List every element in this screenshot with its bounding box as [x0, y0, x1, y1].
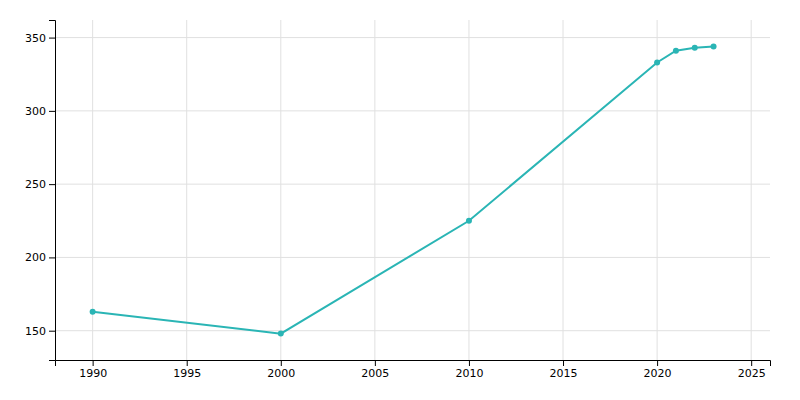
- grid-line: [563, 20, 564, 360]
- tick-label: 2020: [644, 367, 672, 380]
- tick-mark: [751, 360, 752, 366]
- tick-mark: [49, 331, 55, 332]
- grid-line: [280, 20, 281, 360]
- tick-mark: [375, 360, 376, 366]
- grid-line: [657, 20, 658, 360]
- tick-label: 2000: [267, 367, 295, 380]
- tick-label: 250: [25, 178, 46, 191]
- tick: 2000: [267, 360, 295, 380]
- grid-line: [55, 110, 770, 111]
- grid-line: [468, 20, 469, 360]
- tick-label: 2025: [738, 367, 766, 380]
- marks: [90, 43, 717, 336]
- tick-label: 1990: [79, 367, 107, 380]
- tick-label: 2015: [550, 367, 578, 380]
- axis-line: [56, 361, 771, 367]
- chart: 1990 1995 2000 2005 2010 2015 2020 2025 150 200 25…: [0, 0, 800, 400]
- y-axis: 150 200 250 300 350: [25, 21, 56, 361]
- tick-label: 350: [25, 32, 46, 45]
- axis-line: [49, 21, 56, 361]
- x-axis: 1990 1995 2000 2005 2010 2015 2020 2025: [56, 360, 771, 380]
- point: [711, 43, 717, 49]
- tick-mark: [657, 360, 658, 366]
- tick: 2010: [455, 360, 483, 380]
- tick: 1995: [173, 360, 201, 380]
- tick: 350: [25, 32, 55, 45]
- grid-line: [374, 20, 375, 360]
- tick: 300: [25, 105, 55, 118]
- line: [93, 46, 714, 333]
- point: [278, 331, 284, 337]
- grid-line: [186, 20, 187, 360]
- tick: 250: [25, 178, 55, 191]
- point: [466, 218, 472, 224]
- tick-label: 1995: [173, 367, 201, 380]
- tick-label: 300: [25, 105, 46, 118]
- tick: 2025: [738, 360, 766, 380]
- tick-mark: [49, 38, 55, 39]
- tick: 150: [25, 325, 55, 338]
- point: [692, 45, 698, 51]
- tick: 2020: [644, 360, 672, 380]
- tick: 2015: [550, 360, 578, 380]
- point: [654, 60, 660, 66]
- grid-line: [55, 257, 770, 258]
- tick: 2005: [361, 360, 389, 380]
- tick-mark: [563, 360, 564, 366]
- tick-mark: [187, 360, 188, 366]
- tick-mark: [469, 360, 470, 366]
- tick: 200: [25, 251, 55, 264]
- point: [90, 309, 96, 315]
- tick-mark: [49, 111, 55, 112]
- grid-line: [751, 20, 752, 360]
- grid-line: [55, 37, 770, 38]
- tick: 1990: [79, 360, 107, 380]
- tick-mark: [49, 257, 55, 258]
- tick-label: 2010: [455, 367, 483, 380]
- tick-mark: [49, 184, 55, 185]
- tick-label: 200: [25, 251, 46, 264]
- tick-label: 2005: [361, 367, 389, 380]
- grid: [55, 20, 770, 360]
- tick-label: 150: [25, 325, 46, 338]
- grid-line: [55, 330, 770, 331]
- tick-mark: [281, 360, 282, 366]
- grid-line: [55, 184, 770, 185]
- tick-mark: [93, 360, 94, 366]
- plot-area: 1990 1995 2000 2005 2010 2015 2020 2025 150 200 25…: [25, 20, 771, 380]
- point: [673, 48, 679, 54]
